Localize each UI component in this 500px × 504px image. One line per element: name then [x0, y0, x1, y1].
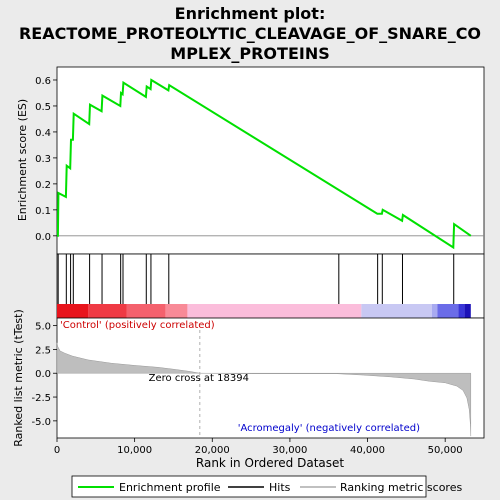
color-bar-segment: [431, 304, 438, 318]
es-y-tick-label: 0.0: [35, 232, 51, 243]
es-y-tick-label: 0.5: [35, 102, 51, 113]
legend-hits-label: Hits: [269, 481, 291, 494]
color-bar-segment: [187, 304, 362, 318]
color-bar-segment: [361, 304, 432, 318]
x-axis-label: Rank in Ordered Dataset: [196, 456, 344, 470]
legend-enrichment-label: Enrichment profile: [119, 481, 221, 494]
negative-correlation-label: 'Acromegaly' (negatively correlated): [238, 423, 420, 434]
positive-correlation-label: 'Control' (positively correlated): [60, 320, 215, 331]
metric-y-tick-label: 0.0: [35, 369, 51, 380]
x-tick-label: 50,000: [428, 445, 463, 456]
es-y-tick-label: 0.6: [35, 76, 51, 87]
es-y-tick-label: 0.4: [35, 128, 51, 139]
chart-title-line-1: Enrichment plot:: [175, 4, 326, 23]
color-bar-segment: [437, 304, 459, 318]
es-panel: 0.0 0.1 0.2 0.3 0.4 0.5 0.6 Enrichment score (…: [16, 66, 485, 255]
metric-y-tick-label: 2.5: [35, 345, 51, 356]
color-bar-segment: [464, 304, 471, 318]
color-bar-segment: [458, 304, 465, 318]
hits-panel: [56, 253, 485, 319]
color-bar-segment: [126, 304, 166, 318]
zero-cross-label: Zero cross at 18394: [149, 373, 249, 384]
chart-title-line-2: REACTOME_PROTEOLYTIC_CLEAVAGE_OF_SNARE_C…: [19, 24, 481, 43]
x-tick-label: 0: [54, 445, 60, 456]
enrichment-profile-line: [56, 78, 472, 250]
metric-panel: -5.0 -2.5 0.0 2.5 5.0 'Control' (positively …: [12, 309, 485, 447]
metric-y-tick-label: -2.5: [31, 393, 51, 404]
color-bar-segment: [88, 304, 127, 318]
x-tick-label: 10,000: [117, 445, 152, 456]
es-plot-area: [56, 66, 485, 255]
legend: Enrichment profile Hits Ranking metric s…: [71, 475, 462, 498]
metric-y-axis-label: Ranked list metric (tTest): [12, 309, 25, 446]
x-tick-label: 30,000: [272, 445, 307, 456]
color-bar-segment: [57, 304, 89, 318]
chart-title-line-3: MPLEX_PROTEINS: [170, 44, 329, 63]
metric-y-tick-label: 5.0: [35, 322, 51, 333]
legend-metric-label: Ranking metric scores: [340, 481, 462, 494]
es-y-tick-label: 0.1: [35, 206, 51, 217]
es-y-tick-label: 0.3: [35, 154, 51, 165]
es-y-axis-label: Enrichment score (ES): [16, 99, 29, 221]
ranking-metric-area: [56, 342, 472, 437]
metric-y-tick-label: -5.0: [31, 417, 51, 428]
color-bar-segment: [165, 304, 188, 318]
x-tick-label: 40,000: [350, 445, 385, 456]
es-y-tick-label: 0.2: [35, 180, 51, 191]
x-tick-label: 20,000: [195, 445, 230, 456]
